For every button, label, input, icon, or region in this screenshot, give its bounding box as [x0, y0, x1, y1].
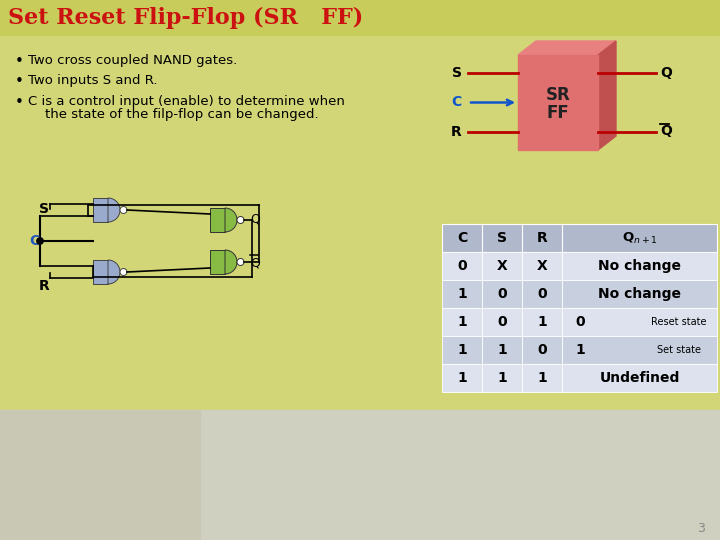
Text: SR: SR — [546, 85, 570, 104]
Text: •: • — [15, 95, 24, 110]
Bar — [522, 308, 562, 336]
Bar — [482, 252, 522, 280]
Bar — [482, 224, 522, 252]
Bar — [0, 0, 195, 540]
Text: S: S — [39, 202, 49, 216]
Bar — [562, 252, 717, 280]
Circle shape — [120, 206, 127, 213]
Text: C: C — [29, 234, 39, 248]
Circle shape — [237, 259, 244, 266]
Bar — [442, 224, 482, 252]
Text: Reset state: Reset state — [652, 317, 707, 327]
Bar — [562, 224, 717, 252]
Bar — [518, 55, 598, 150]
Text: 3: 3 — [697, 522, 705, 535]
Polygon shape — [108, 198, 120, 222]
Bar — [482, 364, 522, 392]
Text: R: R — [39, 279, 50, 293]
Bar — [0, 410, 200, 540]
Text: Q: Q — [660, 124, 672, 138]
Text: 1: 1 — [457, 371, 467, 385]
Text: Q$_{n+1}$: Q$_{n+1}$ — [621, 231, 657, 246]
Text: 0: 0 — [498, 287, 507, 301]
Bar — [562, 280, 717, 308]
Text: Q: Q — [660, 66, 672, 80]
Bar — [482, 336, 522, 364]
Text: X: X — [536, 259, 547, 273]
Text: Undefined: Undefined — [599, 371, 680, 385]
Polygon shape — [225, 250, 237, 274]
Text: No change: No change — [598, 259, 681, 273]
Text: Set Reset Flip-Flop (SR   FF): Set Reset Flip-Flop (SR FF) — [8, 7, 364, 29]
Text: Two cross coupled NAND gates.: Two cross coupled NAND gates. — [28, 54, 238, 67]
Text: S: S — [452, 66, 462, 80]
Text: Q: Q — [250, 213, 260, 226]
Text: C is a control input (enable) to determine when: C is a control input (enable) to determi… — [28, 95, 345, 108]
Bar — [0, 410, 720, 540]
Text: the state of the filp-flop can be changed.: the state of the filp-flop can be change… — [28, 108, 319, 121]
Bar — [442, 280, 482, 308]
Polygon shape — [518, 41, 616, 55]
Circle shape — [120, 268, 127, 275]
Bar — [522, 336, 562, 364]
Polygon shape — [225, 208, 237, 232]
Text: 0: 0 — [575, 315, 585, 329]
Bar — [442, 308, 482, 336]
Bar — [562, 308, 717, 336]
Bar — [562, 336, 717, 364]
Text: 0: 0 — [537, 287, 546, 301]
Bar — [522, 280, 562, 308]
Bar — [0, 0, 720, 35]
Text: 0: 0 — [457, 259, 467, 273]
Bar — [210, 250, 225, 274]
Polygon shape — [598, 41, 616, 150]
Text: C: C — [457, 231, 467, 245]
Bar — [93, 260, 108, 284]
Text: 0: 0 — [537, 343, 546, 357]
Text: 1: 1 — [497, 343, 507, 357]
Text: 0: 0 — [498, 315, 507, 329]
Polygon shape — [108, 260, 120, 284]
Text: X: X — [497, 259, 508, 273]
Bar — [442, 336, 482, 364]
Bar — [482, 308, 522, 336]
Circle shape — [37, 238, 43, 244]
Bar — [562, 364, 717, 392]
Text: •: • — [15, 54, 24, 69]
Text: 1: 1 — [457, 343, 467, 357]
Bar — [522, 252, 562, 280]
Text: FF: FF — [546, 104, 570, 122]
Text: 1: 1 — [497, 371, 507, 385]
Circle shape — [237, 217, 244, 224]
Text: 1: 1 — [457, 287, 467, 301]
Text: 1: 1 — [575, 343, 585, 357]
Text: Two inputs S and R.: Two inputs S and R. — [28, 74, 158, 87]
Text: 1: 1 — [457, 315, 467, 329]
Bar — [210, 208, 225, 232]
Text: R: R — [536, 231, 547, 245]
Bar — [522, 224, 562, 252]
Text: •: • — [15, 74, 24, 89]
Text: 1: 1 — [537, 315, 547, 329]
Bar — [93, 198, 108, 222]
Text: No change: No change — [598, 287, 681, 301]
Text: Set state: Set state — [657, 345, 701, 355]
Text: Q: Q — [250, 256, 260, 269]
Bar — [442, 252, 482, 280]
Text: C: C — [451, 96, 462, 110]
Bar — [522, 364, 562, 392]
Bar — [442, 364, 482, 392]
Text: 1: 1 — [537, 371, 547, 385]
Text: S: S — [497, 231, 507, 245]
Text: R: R — [451, 125, 462, 139]
Bar — [482, 280, 522, 308]
